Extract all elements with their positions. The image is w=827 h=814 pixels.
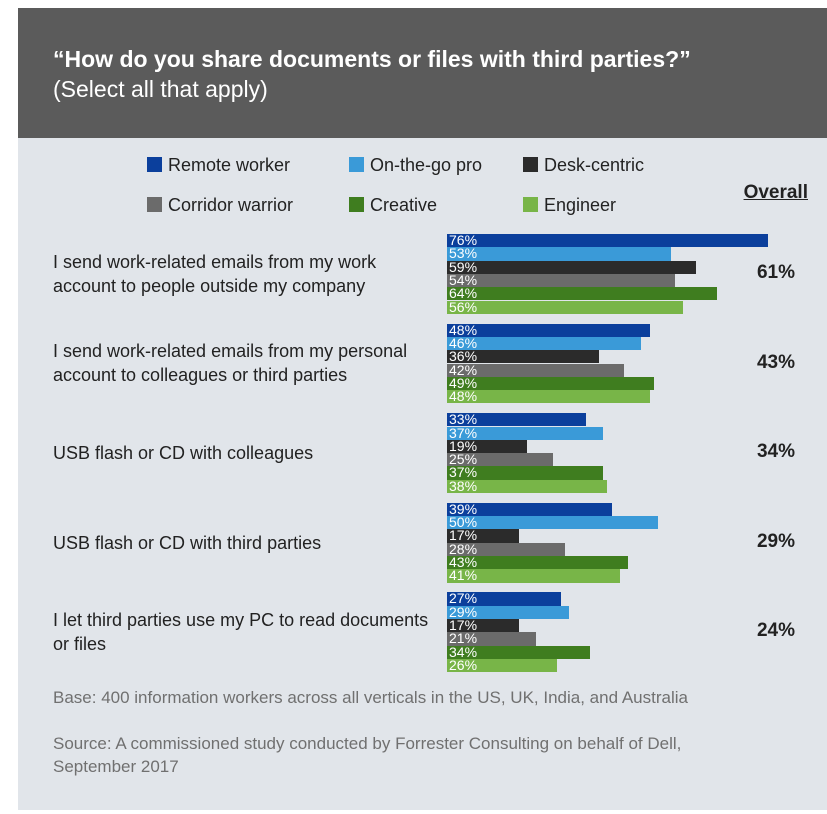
- bar: [447, 619, 519, 633]
- value-label: 25%: [449, 451, 478, 468]
- bar: [447, 273, 675, 288]
- bar: [447, 645, 591, 659]
- value-label: 53%: [449, 245, 478, 262]
- bar: [447, 516, 658, 530]
- value-label: 50%: [449, 514, 478, 531]
- bar: [447, 300, 684, 314]
- bar: [447, 413, 587, 427]
- legend-swatch: [349, 157, 364, 172]
- bar: [447, 287, 718, 301]
- value-label: 33%: [449, 411, 478, 428]
- value-label: 48%: [449, 321, 478, 338]
- bar: [447, 390, 650, 404]
- bar: [447, 542, 566, 556]
- bar: [447, 632, 536, 646]
- value-label: 27%: [449, 590, 478, 607]
- value-label: 46%: [449, 334, 478, 351]
- panel: [18, 8, 827, 810]
- value-label: 43%: [449, 554, 478, 570]
- footnote: Source: A commissioned study conducted b…: [53, 734, 682, 776]
- bar: [447, 234, 768, 248]
- bar: [447, 592, 561, 606]
- value-label: 64%: [449, 285, 478, 302]
- bar: [447, 466, 604, 480]
- overall-value: 43%: [756, 351, 795, 373]
- category-label: I send work-related emails from my perso…: [53, 324, 438, 404]
- value-label: 49%: [449, 374, 478, 391]
- bar: [447, 426, 604, 440]
- category-text: I send work-related emails from my perso…: [53, 341, 408, 386]
- category-label: I let third parties use my PC to read do…: [53, 592, 438, 672]
- value-label: 37%: [449, 464, 478, 481]
- value-label: 54%: [449, 271, 478, 288]
- value-label: 19%: [449, 437, 478, 454]
- value-label: 48%: [449, 388, 478, 405]
- bar: [447, 363, 625, 377]
- value-label: 26%: [449, 656, 478, 673]
- overall-value: 29%: [756, 530, 795, 552]
- value-label: 56%: [449, 298, 478, 315]
- value-label: 34%: [449, 643, 478, 660]
- value-label: 41%: [449, 567, 478, 584]
- category-text: USB flash or CD with colleagues: [53, 443, 314, 464]
- title: “How do you share documents or files wit…: [53, 46, 691, 72]
- bar: [447, 658, 557, 673]
- value-label: 17%: [449, 617, 478, 633]
- value-label: 17%: [449, 527, 478, 544]
- value-label: 76%: [449, 232, 478, 248]
- legend-label: Remote worker: [168, 155, 291, 175]
- category-text: I let third parties use my PC to read do…: [53, 610, 429, 655]
- chart-title: “How do you share documents or files wit…: [53, 44, 713, 104]
- legend-label: On-the-go pro: [370, 155, 483, 175]
- legend-label: Engineer: [544, 195, 617, 215]
- subtitle: (Select all that apply): [53, 76, 268, 102]
- bar: [447, 479, 608, 493]
- category-text: I send work-related emails from my work …: [53, 251, 377, 296]
- category-text: USB flash or CD with third parties: [53, 532, 322, 553]
- category-label: USB flash or CD with third parties: [53, 503, 438, 583]
- footnote: Base: 400 information workers across all…: [53, 688, 688, 707]
- value-label: 28%: [449, 540, 478, 557]
- legend-label: Creative: [370, 195, 438, 215]
- bar: [447, 376, 654, 391]
- value-label: 59%: [449, 258, 478, 275]
- bar: [447, 502, 612, 517]
- legend-swatch: [523, 197, 538, 212]
- legend-label: Desk-centric: [544, 155, 645, 175]
- overall-header: Overall: [743, 182, 808, 203]
- bar: [447, 605, 570, 619]
- bar: [447, 323, 650, 337]
- overall-value: 61%: [756, 261, 795, 283]
- value-label: 42%: [449, 361, 478, 378]
- category-label: USB flash or CD with colleagues: [53, 413, 438, 493]
- value-label: 29%: [449, 603, 478, 620]
- legend-swatch: [147, 197, 162, 212]
- bar: [447, 569, 621, 583]
- value-label: 38%: [449, 477, 478, 494]
- bar: [447, 453, 553, 467]
- overall-value: 24%: [756, 620, 795, 642]
- value-label: 36%: [449, 348, 478, 365]
- legend-label: Corridor warrior: [168, 195, 294, 215]
- header: [18, 8, 827, 138]
- bar: [447, 556, 629, 570]
- bar: [447, 529, 519, 543]
- bar: [447, 247, 671, 261]
- value-label: 37%: [449, 424, 478, 441]
- value-label: 39%: [449, 500, 478, 517]
- bar: [447, 336, 642, 351]
- legend-swatch: [147, 157, 162, 172]
- bar: [447, 260, 696, 274]
- bar: [447, 439, 528, 454]
- bar: [447, 350, 599, 364]
- category-label: I send work-related emails from my work …: [53, 234, 438, 314]
- overall-value: 34%: [756, 441, 795, 463]
- value-label: 21%: [449, 630, 478, 647]
- legend-swatch: [349, 197, 364, 212]
- legend-swatch: [523, 157, 538, 172]
